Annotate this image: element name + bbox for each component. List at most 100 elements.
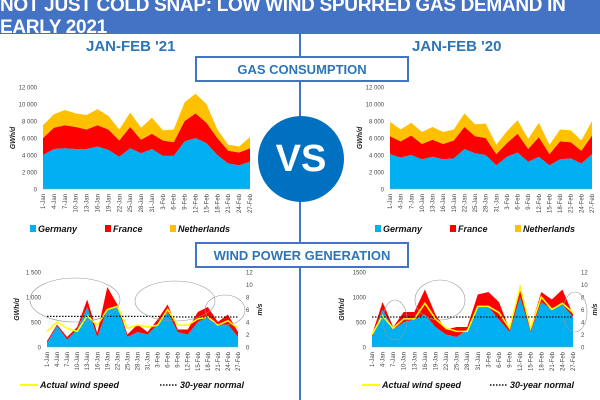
gas-2020-xtick-label: 10-Jan: [420, 194, 426, 212]
wind-2021-y2tick-label: 10: [246, 283, 253, 289]
gas-2021-ytick-label: 10 000: [19, 103, 38, 109]
gas-2020-xtick-label: 25-Jan: [473, 194, 479, 212]
gas-2021-xtick-label: 25-Jan: [128, 194, 134, 212]
gas-2020-xtick-label: 22-Jan: [462, 194, 468, 212]
gas-2021-legend-swatch: [105, 225, 111, 232]
section-gas-consumption: GAS CONSUMPTION: [195, 56, 409, 82]
wind-2020-ytick-label: 1500: [353, 271, 367, 277]
gas-2020-legend-label: Germany: [383, 224, 423, 234]
gas-2021-legend-label: Netherlands: [178, 224, 230, 234]
wind-2020-xtick-label: 16-Jan: [423, 352, 429, 370]
gas-2021-xtick-label: 13-Jan: [85, 194, 91, 212]
wind-2021-xtick-label: 18-Feb: [206, 351, 212, 371]
gas-2020-ytick-label: 2 000: [369, 171, 385, 177]
gas-2020-xtick-label: 9-Feb: [526, 193, 532, 209]
gas-2020-ytick-label: 4 000: [369, 154, 385, 160]
gas-2021-xtick-label: 24-Feb: [237, 193, 243, 213]
gas-2021-legend-label: Germany: [38, 224, 78, 234]
gas-2020-area-germany: [390, 149, 592, 189]
gas-2021-area-netherlands: [43, 93, 250, 153]
wind-2021-legend-label: Actual wind speed: [39, 380, 120, 390]
gas-2021-xtick-label: 21-Feb: [226, 193, 232, 213]
gas-2020-xtick-label: 19-Jan: [452, 194, 458, 212]
gas-2020-xtick-label: 13-Jan: [431, 194, 437, 212]
wind-2021-xtick-label: 28-Jan: [135, 352, 141, 370]
wind-2020-xtick-label: 15-Feb: [529, 351, 535, 371]
wind-2021-xtick-label: 22-Jan: [115, 352, 121, 370]
gas-2021-ytick-label: 6 000: [22, 137, 38, 143]
page-title: NOT JUST COLD SNAP: LOW WIND SPURRED GAS…: [0, 0, 600, 38]
period-left-label: JAN-FEB '21: [86, 38, 176, 55]
gas-2021-ylabel: GWh/d: [10, 126, 17, 149]
gas-2021-legend-swatch: [30, 225, 36, 232]
highlight-ellipse: [204, 294, 246, 326]
gas-2021-xtick-label: 7-Jan: [63, 194, 69, 209]
wind-2020-xtick-label: 10-Jan: [402, 352, 408, 370]
wind-2020-legend-label: Actual wind speed: [381, 380, 462, 390]
wind-2021-y2tick-label: 6: [246, 308, 250, 314]
gas-2021-ytick-label: 4 000: [22, 154, 38, 160]
gas-2021-xtick-label: 6-Feb: [172, 193, 178, 209]
gas-2020-xtick-label: 28-Jan: [484, 194, 490, 212]
gas-2020-xtick-label: 7-Jan: [409, 194, 415, 209]
wind-2021-y2tick-label: 2: [246, 333, 250, 339]
wind-2020-xtick-label: 27-Feb: [571, 351, 577, 371]
gas-2020-xtick-label: 27-Feb: [590, 193, 596, 213]
wind-2021-xtick-label: 7-Jan: [65, 352, 71, 367]
wind-2020-xtick-label: 12-Feb: [518, 351, 524, 371]
section-wind-power: WIND POWER GENERATION: [195, 242, 409, 268]
wind-2021-xtick-label: 9-Feb: [176, 351, 182, 367]
gas-2021-area-france: [43, 113, 250, 166]
highlight-ellipse: [29, 277, 121, 323]
wind-2020-xtick-label: 25-Jan: [455, 352, 461, 370]
gas-2020-legend-swatch: [450, 225, 456, 232]
gas-2021-legend-label: France: [113, 224, 143, 234]
wind-2020-y2label: m/s: [592, 303, 599, 315]
gas-2021-xtick-label: 1-Jan: [41, 194, 47, 209]
highlight-ellipse: [414, 279, 466, 321]
gas-2021-ytick-label: 12 000: [19, 86, 38, 92]
gas-2020-xtick-label: 1-Jan: [388, 194, 394, 209]
wind-2020-ylabel: GWh/d: [339, 298, 346, 321]
highlight-ellipse: [134, 280, 216, 322]
wind-2021-y2tick-label: 12: [246, 271, 253, 277]
wind-2020-y2tick-label: 12: [581, 271, 588, 277]
highlight-ellipse: [562, 291, 588, 333]
wind-2021-xtick-label: 12-Feb: [186, 351, 192, 371]
gas-2021-xtick-label: 27-Feb: [248, 193, 254, 213]
gas-2021-xtick-label: 19-Jan: [106, 194, 112, 212]
wind-2021-xtick-label: 13-Jan: [85, 352, 91, 370]
gas-2020-legend-label: Netherlands: [523, 224, 575, 234]
wind-2021-ytick-label: 1 500: [26, 271, 42, 277]
wind-2021-legend-label: 30-year normal: [180, 380, 245, 390]
wind-2021-xtick-label: 31-Jan: [146, 352, 152, 370]
wind-2020-xtick-label: 13-Jan: [412, 352, 418, 370]
gas-2021-xtick-label: 10-Jan: [74, 194, 80, 212]
gas-2021-legend-swatch: [170, 225, 176, 232]
wind-2020-xtick-label: 1-Jan: [370, 352, 376, 367]
gas-2020-xtick-label: 21-Feb: [569, 193, 575, 213]
wind-2021-xtick-label: 19-Jan: [105, 352, 111, 370]
gas-2020-ytick-label: 8 000: [369, 120, 385, 126]
wind-2021-area-series-0: [47, 307, 238, 347]
wind-2020-area-series-0: [372, 297, 573, 347]
wind-2020-xtick-label: 7-Jan: [391, 352, 397, 367]
wind-2021-y2tick-label: 4: [246, 321, 250, 327]
wind-2021-xtick-label: 16-Jan: [95, 352, 101, 370]
wind-2020-xtick-label: 9-Feb: [508, 351, 514, 367]
wind-2020-xtick-label: 24-Feb: [560, 351, 566, 371]
wind-2021-ylabel: GWh/d: [14, 298, 21, 321]
wind-2021-line-30-year-normal: [47, 315, 238, 318]
gas-2020-ylabel: GWh/d: [357, 126, 364, 149]
wind-2020-xtick-label: 6-Feb: [497, 351, 503, 367]
gas-2020-xtick-label: 24-Feb: [579, 193, 585, 213]
wind-2020-ytick-label: 500: [356, 321, 367, 327]
gas-2021-ytick-label: 8 000: [22, 120, 38, 126]
gas-2020-xtick-label: 16-Jan: [441, 194, 447, 212]
gas-2020-ytick-label: 12 000: [366, 86, 385, 92]
gas-2020-xtick-label: 4-Jan: [399, 194, 405, 209]
center-divider: [299, 34, 301, 400]
gas-2020-ytick-label: 0: [381, 188, 385, 194]
